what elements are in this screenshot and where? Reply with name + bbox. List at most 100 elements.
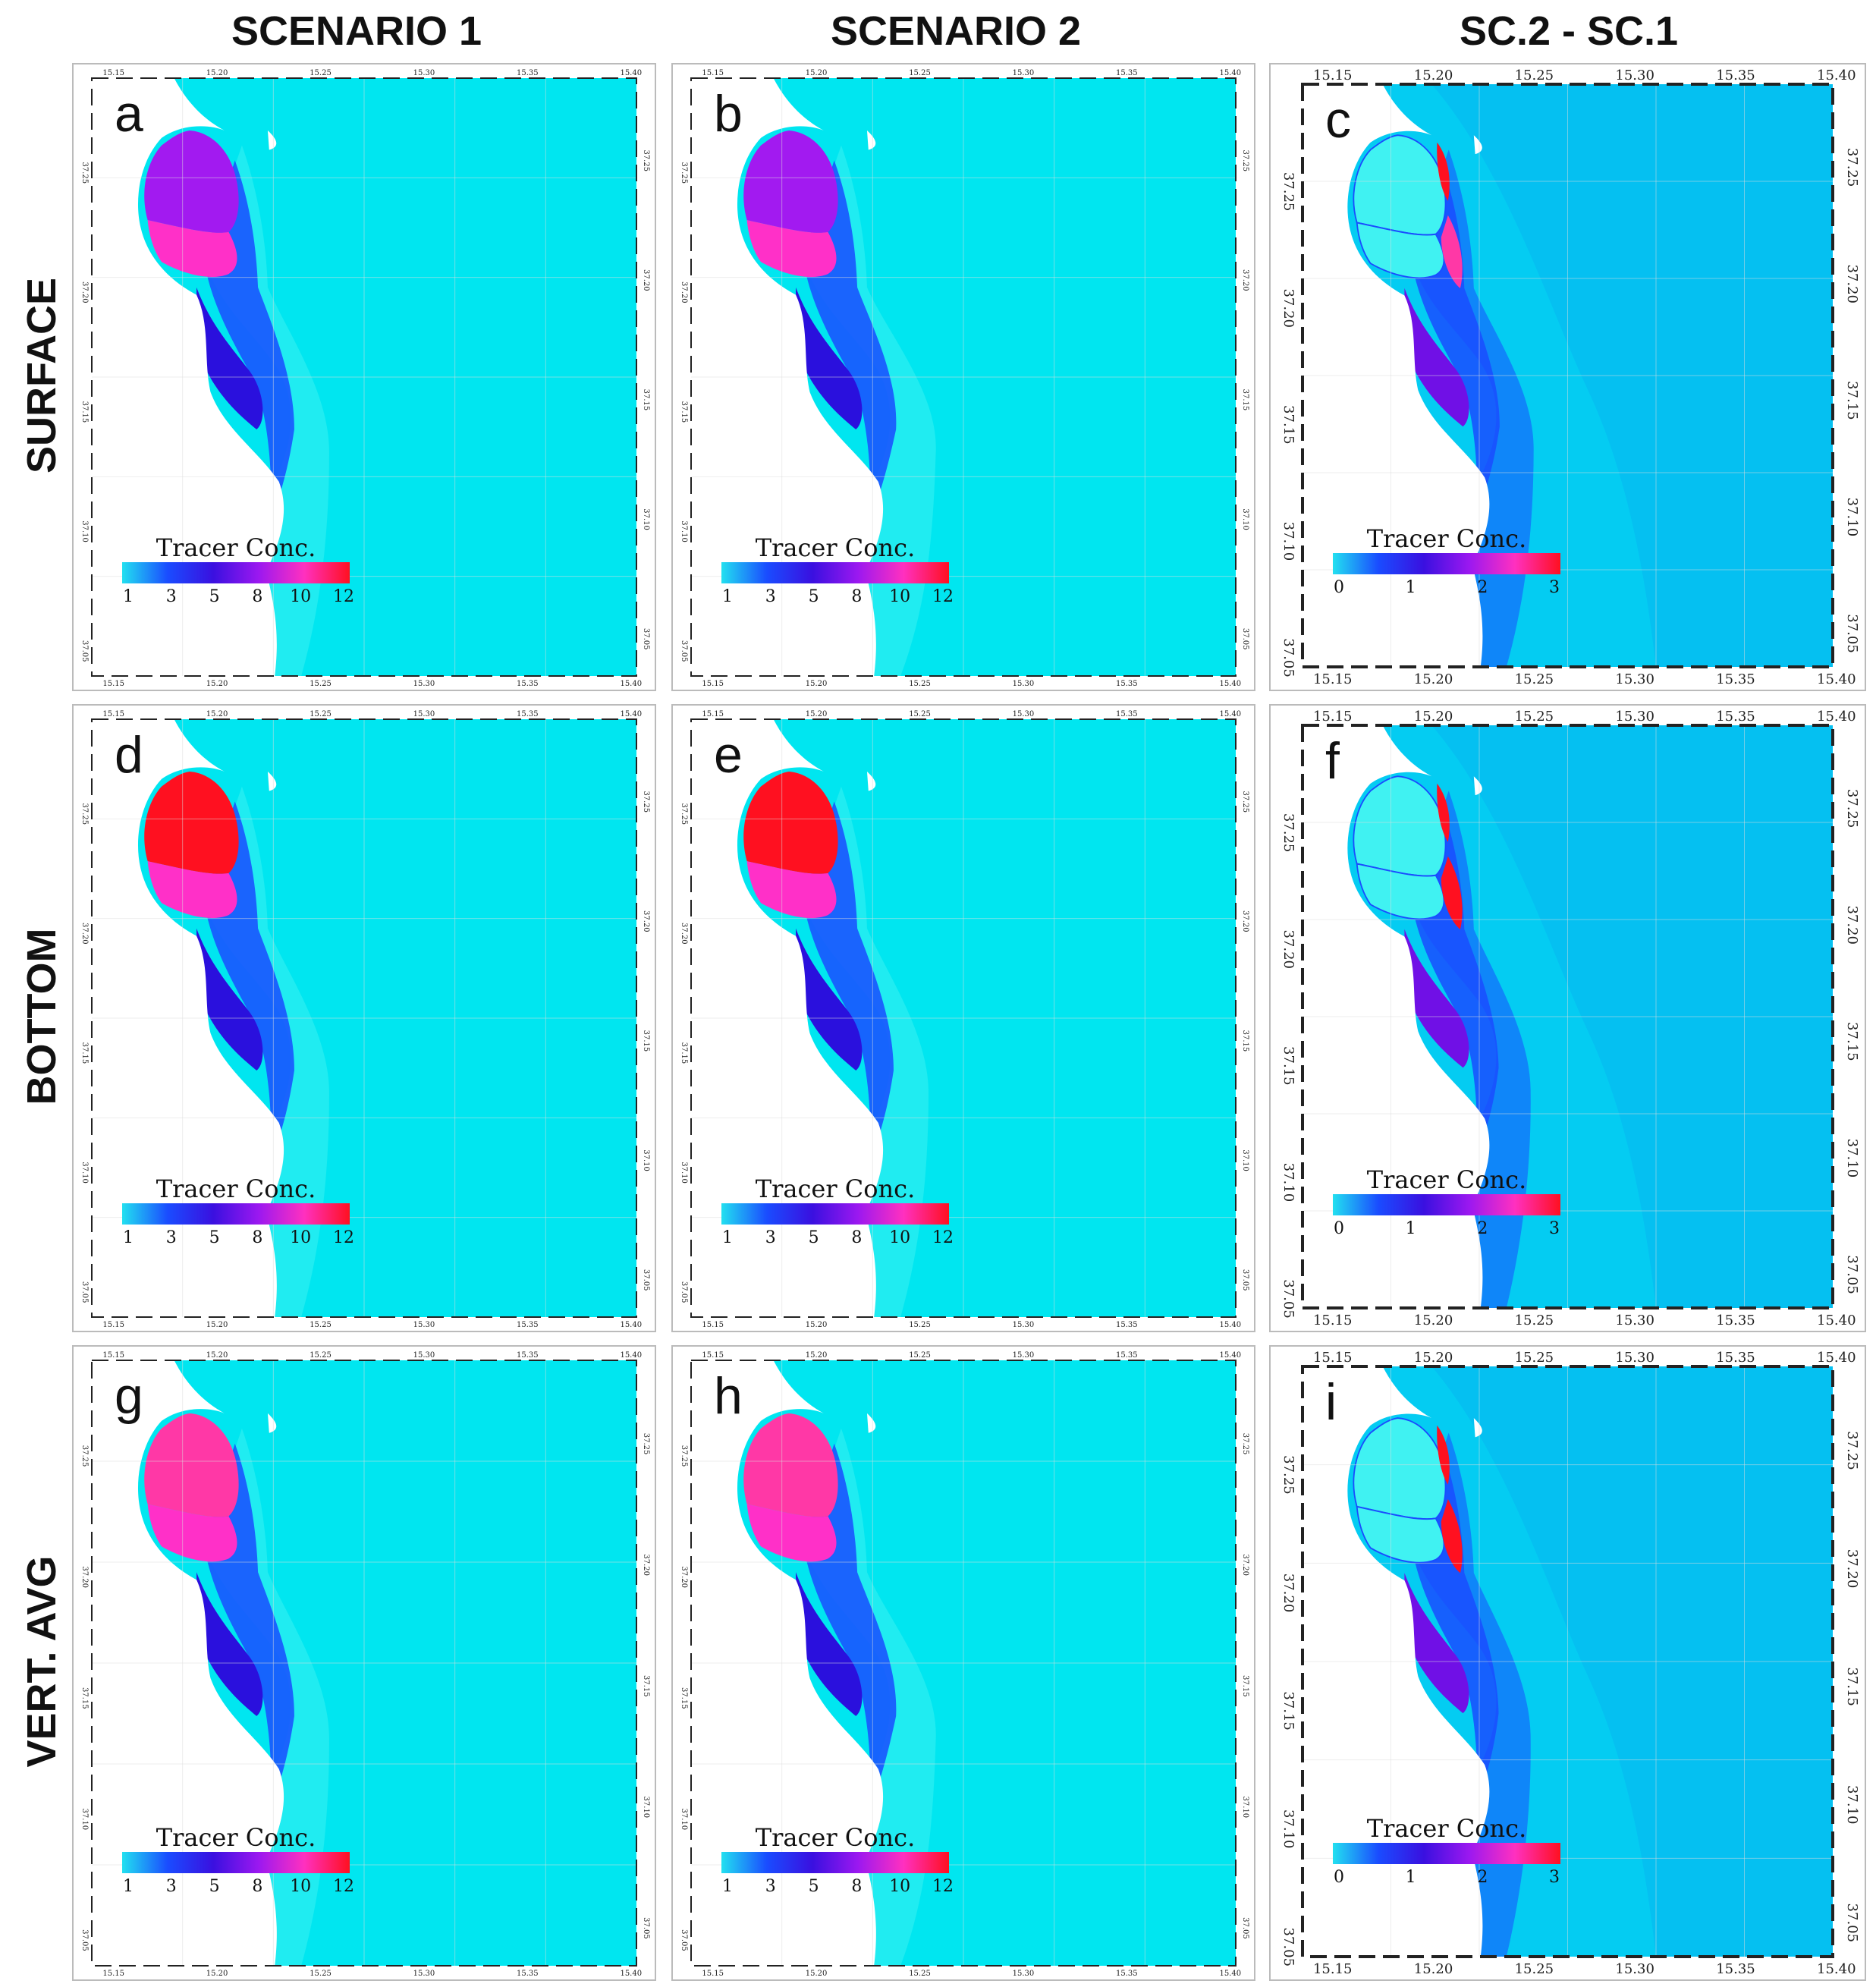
colorbar-tick: 1 (123, 1228, 134, 1247)
colorbar-tick: 3 (1549, 1868, 1560, 1887)
lat-tick-right: 37.05 (1844, 1904, 1860, 1943)
lon-tick-bottom: 15.35 (517, 680, 539, 688)
lon-tick-bottom: 15.35 (1116, 1321, 1138, 1329)
colorbar (1333, 1843, 1560, 1864)
colorbar-tick: 8 (252, 1228, 262, 1247)
lat-tick-right: 37.15 (642, 1030, 650, 1052)
lat-tick-right: 37.15 (1241, 389, 1249, 411)
map-frame (1301, 724, 1834, 1309)
lat-tick-right: 37.20 (642, 269, 650, 291)
lat-tick-left: 37.20 (680, 923, 688, 945)
lon-tick-bottom: 15.35 (517, 1970, 539, 1978)
lon-tick-top: 15.40 (1817, 68, 1856, 83)
map-panel-a: 15.15 15.15 15.20 15.20 15.25 15.25 15.30 15.30… (72, 63, 656, 691)
lat-tick-right: 37.25 (1241, 791, 1249, 813)
lat-tick-left: 37.25 (80, 162, 89, 184)
bay-south (1404, 1573, 1469, 1714)
lon-tick-bottom: 15.40 (620, 680, 642, 688)
lon-tick-bottom: 15.30 (413, 1321, 435, 1329)
map-f: 15.15 15.15 15.20 15.20 15.25 15.25 15.30 15.30… (1281, 709, 1860, 1328)
colorbar-tick: 12 (333, 587, 354, 606)
lon-tick-top: 15.20 (806, 710, 828, 718)
legend-title: Tracer Conc. (756, 1174, 916, 1203)
lon-tick-top: 15.15 (1313, 709, 1353, 725)
lagoon-lower-diff (1356, 863, 1445, 920)
lon-tick-bottom: 15.15 (1313, 671, 1353, 687)
lon-tick-bottom: 15.40 (620, 1970, 642, 1978)
colorbar-tick: 0 (1334, 578, 1344, 597)
lat-tick-right: 37.25 (642, 149, 650, 171)
lon-tick-top: 15.30 (1013, 1351, 1035, 1360)
lat-tick-left: 37.05 (680, 1929, 688, 1951)
map-a: 15.15 15.15 15.20 15.20 15.25 15.25 15.30 15.30… (80, 69, 650, 688)
lat-tick-left: 37.15 (80, 1687, 89, 1709)
legend-title: Tracer Conc. (756, 1823, 916, 1852)
colorbar-tick: 3 (765, 587, 776, 606)
lon-tick-top: 15.20 (1414, 709, 1453, 725)
colorbar-tick: 8 (851, 587, 862, 606)
map-frame (1301, 1365, 1834, 1958)
colorbar-tick: 1 (123, 587, 134, 606)
legend-title: Tracer Conc. (1367, 1814, 1527, 1843)
lon-tick-top: 15.35 (517, 710, 539, 718)
map-panel-d: 15.15 15.15 15.20 15.20 15.25 15.25 15.30 15.30… (72, 704, 656, 1332)
lat-tick-left: 37.20 (1281, 288, 1296, 328)
lat-tick-right: 37.25 (642, 791, 650, 813)
lon-tick-bottom: 15.20 (806, 1321, 828, 1329)
lat-tick-right: 37.15 (1844, 1667, 1860, 1706)
lat-tick-left: 37.10 (680, 520, 688, 542)
lon-tick-bottom: 15.20 (1414, 671, 1453, 687)
lon-tick-top: 15.15 (1313, 1350, 1353, 1366)
colorbar-tick: 3 (1549, 578, 1560, 597)
lon-tick-bottom: 15.25 (909, 680, 931, 688)
lat-tick-right: 37.20 (1844, 1549, 1860, 1589)
panel-label: e (714, 726, 743, 784)
lagoon-lower-diff (1356, 1505, 1445, 1564)
lon-tick-top: 15.25 (909, 710, 931, 718)
lon-tick-bottom: 15.25 (310, 1321, 332, 1329)
lon-tick-bottom: 15.15 (102, 1321, 124, 1329)
panel-label: d (115, 726, 143, 784)
map-panel-h: 15.15 15.15 15.20 15.20 15.25 15.25 15.30 15.30… (671, 1345, 1255, 1981)
panel-label: h (714, 1367, 743, 1425)
lat-tick-left: 37.20 (680, 281, 688, 303)
lat-tick-left: 37.15 (80, 1042, 89, 1064)
lat-tick-left: 37.10 (1281, 1163, 1296, 1203)
lat-tick-right: 37.05 (642, 1269, 650, 1291)
lat-tick-left: 37.05 (1281, 638, 1296, 678)
lat-tick-right: 37.10 (1844, 498, 1860, 537)
bay-south (196, 928, 263, 1071)
lon-tick-top: 15.25 (1515, 68, 1554, 83)
lon-tick-bottom: 15.30 (1615, 1961, 1654, 1977)
lat-tick-right: 37.20 (642, 910, 650, 932)
lon-tick-bottom: 15.40 (1219, 680, 1241, 688)
lat-tick-right: 37.05 (1241, 1269, 1249, 1291)
colorbar-tick: 5 (209, 1877, 220, 1896)
colorbar (721, 562, 949, 583)
lon-tick-top: 15.25 (310, 69, 332, 77)
map-h: 15.15 15.15 15.20 15.20 15.25 15.25 15.30 15.30… (680, 1351, 1249, 1978)
lat-tick-left: 37.20 (1281, 1574, 1296, 1613)
lon-tick-top: 15.35 (1116, 710, 1138, 718)
lon-tick-top: 15.40 (1219, 69, 1241, 77)
colorbar-tick: 1 (1406, 1219, 1416, 1238)
lon-tick-top: 15.35 (517, 1351, 539, 1360)
islet (267, 771, 277, 791)
colorbar-tick: 5 (809, 1877, 819, 1896)
colorbar (122, 562, 350, 583)
lon-tick-top: 15.30 (1615, 709, 1654, 725)
lat-tick-right: 37.15 (642, 1675, 650, 1697)
lat-tick-right: 37.25 (1241, 1433, 1249, 1455)
lon-tick-top: 15.15 (102, 710, 124, 718)
colorbar-tick: 8 (851, 1877, 862, 1896)
map-frame (690, 77, 1237, 677)
lon-tick-top: 15.40 (620, 710, 642, 718)
map-panel-c: 15.15 15.15 15.20 15.20 15.25 15.25 15.30 15.30… (1269, 63, 1866, 691)
lagoon-lower-diff (1356, 222, 1445, 279)
islet (267, 130, 277, 150)
lat-tick-left: 37.15 (680, 401, 688, 423)
lon-tick-bottom: 15.25 (310, 680, 332, 688)
islet (1473, 135, 1482, 155)
lon-tick-bottom: 15.15 (1313, 1961, 1353, 1977)
lat-tick-right: 37.10 (642, 1149, 650, 1171)
